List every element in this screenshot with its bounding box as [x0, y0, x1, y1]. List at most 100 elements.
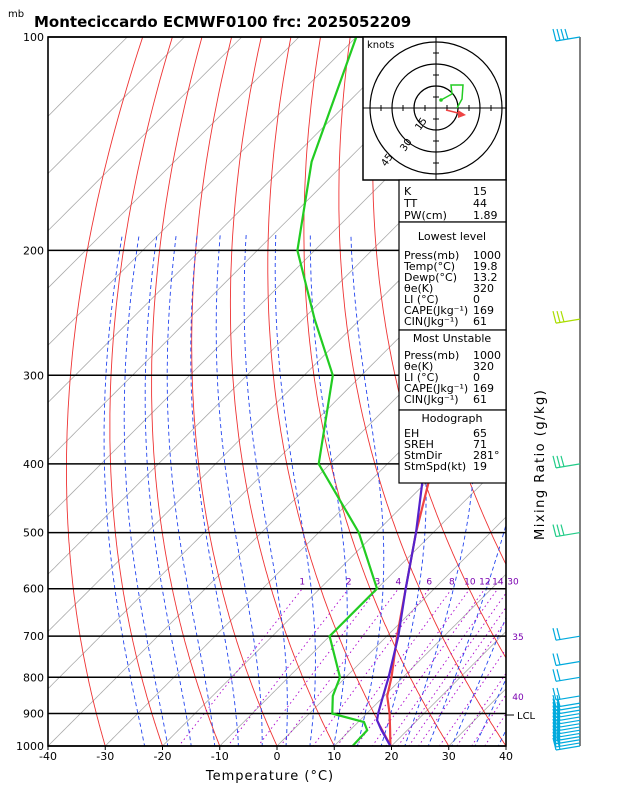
isotherm-line [48, 287, 506, 746]
pressure-tick-label: 1000 [16, 740, 44, 753]
wind-barb-flag [560, 455, 565, 467]
lowest-level-rows: Press(mb) 1000 Temp(°C) 19.8 Dewp(°C) 13.2 θe(… [403, 249, 501, 328]
wind-barb-flag [556, 712, 561, 724]
mixing-ratio-line [279, 588, 399, 746]
dry-adiabat-line [372, 37, 506, 659]
mixing-ratio-line [227, 588, 350, 746]
indices-table: K 15 TT 44 PW(cm) 1.89 Lowest level Pres… [398, 179, 507, 484]
lowest-level-row-value: 19.8 [473, 260, 498, 273]
wind-barb-flag [552, 728, 557, 741]
isotherm-line [48, 37, 300, 289]
dry-adiabat-line [585, 5, 618, 761]
moist-adiabat-line [309, 234, 348, 746]
most-unstable-heading: Most Unstable [413, 332, 492, 345]
mixing-ratio-label: 30 [507, 578, 519, 588]
lowest-level-row-label: LI (°C) [404, 293, 439, 306]
dry-adiabat-line [109, 37, 173, 746]
wind-barb-flag [552, 698, 557, 711]
pressure-tick-label: 100 [23, 31, 44, 44]
wind-barb-flag [552, 455, 557, 469]
lowest-level-row-value: 13.2 [473, 271, 498, 284]
most-unstable-row-label: θe(K) [404, 360, 433, 373]
wind-barb-flag [552, 725, 557, 738]
hodograph-stat-value: 281° [473, 449, 500, 462]
wind-barb-flag [556, 310, 561, 323]
lowest-level-row-label: CAPE(Jkg⁻¹) [404, 304, 468, 317]
hodograph-stat-label: SREH [404, 438, 434, 451]
moist-adiabat-line [166, 234, 216, 746]
wind-barb-flag [552, 715, 557, 728]
moist-adiabat-line [474, 677, 506, 746]
mixing-ratio-line [471, 694, 506, 746]
lowest-level-row-value: 61 [473, 315, 487, 328]
moist-adiabat-line [243, 234, 288, 746]
hodograph-stats-box [398, 409, 507, 484]
wind-barb-flag [552, 734, 557, 748]
moist-adiabat-line [404, 234, 477, 746]
mixing-ratio-label: 4 [396, 578, 402, 588]
most-unstable-row-label: Press(mb) [404, 349, 459, 362]
moist-adiabat-line [144, 234, 192, 746]
wind-barb-flag [556, 725, 561, 737]
isotherm-line [333, 573, 506, 746]
k-index-value: 15 [473, 185, 487, 198]
chart-title: Monteciccardo ECMWF0100 frc: 2025052209 [34, 13, 411, 31]
hodograph-start-point [439, 98, 443, 102]
lowest-level-row-value: 0 [473, 293, 480, 306]
wind-barb-flag [564, 28, 569, 40]
most-unstable-row-value: 320 [473, 360, 494, 373]
mixing-ratio-label: 8 [449, 578, 455, 588]
most-unstable-row-value: 0 [473, 371, 480, 384]
wind-barb-flag [552, 737, 557, 751]
wind-barb-flag [556, 687, 561, 700]
dry-adiabat-line [267, 37, 393, 746]
moist-adiabat-line [103, 234, 146, 746]
wind-barb-flag [556, 653, 561, 666]
wind-barb-flag [556, 722, 561, 734]
pressure-tick-label: 800 [23, 671, 44, 684]
mixing-ratio-line [484, 713, 506, 746]
dry-adiabat-line [338, 37, 506, 746]
mixing-ratio-line [456, 672, 506, 746]
mixing-ratio-line [257, 588, 378, 746]
pw-label: PW(cm) [404, 209, 447, 222]
mixing-ratio-label: 35 [512, 633, 523, 643]
isotherm-line [48, 58, 506, 518]
hodograph-stat-value: 65 [473, 427, 487, 440]
wind-barb-flag [556, 455, 561, 468]
hodograph-stat-label: EH [404, 427, 419, 440]
wind-barb-flag [556, 669, 561, 681]
x-tick-label: -30 [96, 750, 114, 763]
x-tick-label: 40 [499, 750, 513, 763]
indices-box [398, 179, 507, 223]
wind-barb-flag [556, 728, 561, 741]
pressure-tick-label: 300 [23, 369, 44, 382]
wind-barb-flag [556, 718, 561, 731]
moist-adiabat-line [215, 234, 263, 746]
mixing-ratio-line [438, 648, 506, 746]
isotherm-line [276, 516, 506, 746]
most-unstable-row-label: CAPE(Jkg⁻¹) [404, 382, 468, 395]
hodograph-stat-label: StmDir [404, 449, 443, 462]
isotherm-line [48, 37, 186, 175]
wind-barb-flag [552, 731, 557, 744]
wind-barb-flag [556, 715, 561, 728]
mixing-ratio-line [385, 588, 499, 746]
x-tick-label: 10 [327, 750, 341, 763]
most-unstable-row-label: LI (°C) [404, 371, 439, 384]
moist-adiabat-line [350, 234, 385, 746]
wind-barb-flag [560, 310, 565, 323]
lowest-level-heading: Lowest level [418, 230, 486, 243]
pressure-axis-ticks: 100 200 300 400 500 600 700 800 900 1000 [16, 31, 44, 753]
wind-barb-flag [552, 628, 557, 641]
lowest-level-row-label: CIN(Jkg⁻¹) [404, 315, 459, 328]
mixing-ratio-line [336, 588, 453, 746]
lowest-level-row-value: 1000 [473, 249, 501, 262]
mixing-ratio-line [408, 606, 506, 746]
x-tick-label: -40 [39, 750, 57, 763]
hodograph-trace [440, 84, 464, 109]
dry-adiabat-line [151, 37, 221, 746]
wind-barb-flag [552, 694, 557, 708]
dry-adiabat-line [229, 37, 335, 746]
